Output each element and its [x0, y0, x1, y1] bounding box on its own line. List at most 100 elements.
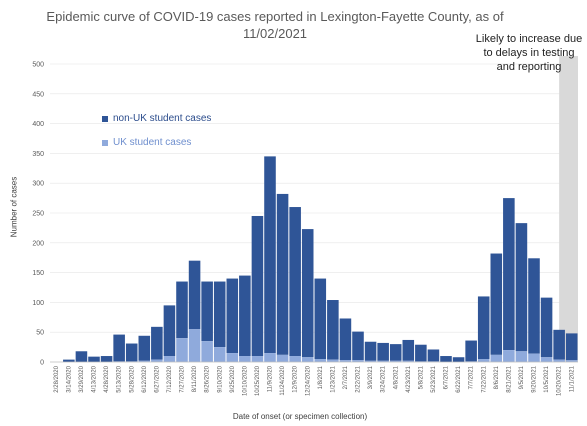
y-tick-label: 500	[32, 62, 44, 69]
non-uk-bar	[465, 340, 477, 362]
uk-bar	[276, 354, 289, 362]
non-uk-bar	[327, 300, 339, 360]
non-uk-bar	[540, 297, 553, 358]
x-tick-label: 6/7/2021	[444, 365, 450, 389]
y-tick-label: 400	[32, 121, 44, 128]
reporting-delay-shade	[559, 56, 578, 362]
non-uk-bar	[213, 281, 226, 348]
non-uk-bar	[503, 198, 515, 351]
x-tick-label: 8/26/2020	[205, 365, 211, 392]
non-uk-bar	[251, 215, 264, 357]
non-uk-bar	[553, 329, 565, 360]
legend-item-uk: UK student cases	[102, 137, 191, 149]
uk-bar	[226, 353, 239, 362]
uk-bar	[239, 356, 251, 362]
non-uk-bar	[289, 207, 301, 357]
y-tick-labels: 0 50 100 150 200 250 300 350 400 450 500	[32, 62, 44, 367]
y-axis-label: Number of cases	[9, 176, 19, 238]
x-tick-label: 3/29/2020	[79, 365, 85, 392]
uk-bars	[113, 329, 578, 362]
non-uk-bar	[389, 344, 402, 361]
x-tick-label: 1/23/2021	[330, 365, 336, 392]
reporting-delay-annotation: Likely to increase due to delays in test…	[475, 33, 583, 73]
uk-bar	[389, 360, 402, 362]
x-tick-label: 3/9/2021	[368, 365, 374, 389]
x-tick-label: 3/24/2021	[381, 365, 387, 392]
x-axis-label: Date of onset (or specimen collection)	[232, 412, 368, 421]
x-tick-label: 5/13/2020	[117, 365, 123, 392]
non-uk-bar	[100, 356, 113, 362]
uk-bar	[138, 360, 151, 362]
x-tick-label: 4/23/2021	[406, 365, 412, 392]
uk-bar	[314, 359, 327, 362]
y-tick-label: 50	[36, 330, 44, 337]
x-tick-label: 10/5/2021	[544, 365, 550, 392]
non-uk-bar	[301, 229, 314, 358]
x-tick-label: 8/11/2020	[192, 365, 198, 392]
x-tick-label: 10/20/2021	[557, 365, 563, 396]
y-tick-label: 200	[32, 240, 44, 247]
chart-title: Epidemic curve of COVID-19 cases reporte…	[46, 9, 504, 41]
y-tick-label: 350	[32, 151, 44, 158]
x-tick-label: 9/10/2020	[217, 365, 223, 392]
x-tick-label: 9/25/2020	[230, 365, 236, 392]
non-uk-bar	[314, 278, 327, 360]
x-tick-label: 6/12/2020	[142, 365, 148, 392]
x-tick-label: 9/20/2021	[532, 365, 538, 392]
x-tick-label: 7/7/2021	[469, 365, 475, 389]
non-uk-bar	[75, 351, 88, 362]
x-tick-label: 11/24/2020	[280, 365, 286, 395]
non-uk-bar	[276, 193, 289, 355]
non-uk-bar	[63, 359, 75, 362]
x-tick-label: 10/10/2020	[242, 365, 248, 396]
uk-bar	[515, 351, 528, 362]
non-uk-bar	[515, 223, 528, 352]
uk-bar	[264, 353, 276, 362]
non-uk-bar	[477, 296, 490, 360]
uk-bar	[251, 356, 264, 362]
y-tick-label: 150	[32, 270, 44, 277]
uk-bar	[364, 360, 377, 362]
x-tick-label: 5/23/2021	[431, 365, 437, 392]
non-uk-bar	[528, 258, 540, 354]
non-uk-bar	[364, 341, 377, 361]
non-uk-bar	[377, 342, 389, 361]
y-gridlines	[50, 63, 578, 363]
x-tick-label: 2/28/2020	[54, 365, 60, 392]
non-uk-bar	[138, 335, 151, 361]
non-uk-bars	[63, 156, 578, 362]
y-tick-label: 450	[32, 91, 44, 98]
non-uk-bar	[201, 281, 213, 342]
uk-bar	[289, 356, 301, 362]
non-uk-bar	[352, 331, 364, 361]
uk-bar	[201, 341, 213, 362]
x-tick-label: 1/8/2021	[318, 365, 324, 389]
non-uk-bar	[452, 357, 465, 362]
x-tick-label: 10/25/2020	[255, 365, 261, 396]
non-uk-bar	[113, 334, 125, 362]
non-uk-bar	[264, 156, 276, 354]
uk-bar	[490, 354, 503, 362]
uk-bar	[151, 359, 163, 362]
non-uk-bar	[339, 318, 352, 361]
legend-label-uk: UK student cases	[113, 137, 192, 148]
non-uk-bar	[490, 253, 503, 355]
x-tick-label: 12/24/2020	[305, 365, 311, 396]
legend-swatch-uk	[102, 140, 108, 146]
non-uk-bar	[125, 343, 138, 362]
uk-bar	[301, 357, 314, 362]
non-uk-bar	[565, 333, 578, 361]
uk-bar	[163, 356, 176, 362]
uk-bar	[565, 360, 578, 362]
x-tick-label: 8/6/2021	[494, 365, 500, 389]
uk-bar	[327, 359, 339, 362]
non-uk-bar	[151, 326, 163, 360]
x-tick-labels: 2/28/2020 3/14/2020 3/29/2020 4/13/2020 4/28…	[54, 365, 575, 396]
non-uk-bar	[427, 349, 440, 362]
y-tick-label: 100	[32, 300, 44, 307]
uk-bar	[540, 357, 553, 362]
x-tick-label: 7/27/2020	[180, 365, 186, 392]
non-uk-bar	[415, 344, 427, 362]
uk-bar	[377, 360, 389, 362]
